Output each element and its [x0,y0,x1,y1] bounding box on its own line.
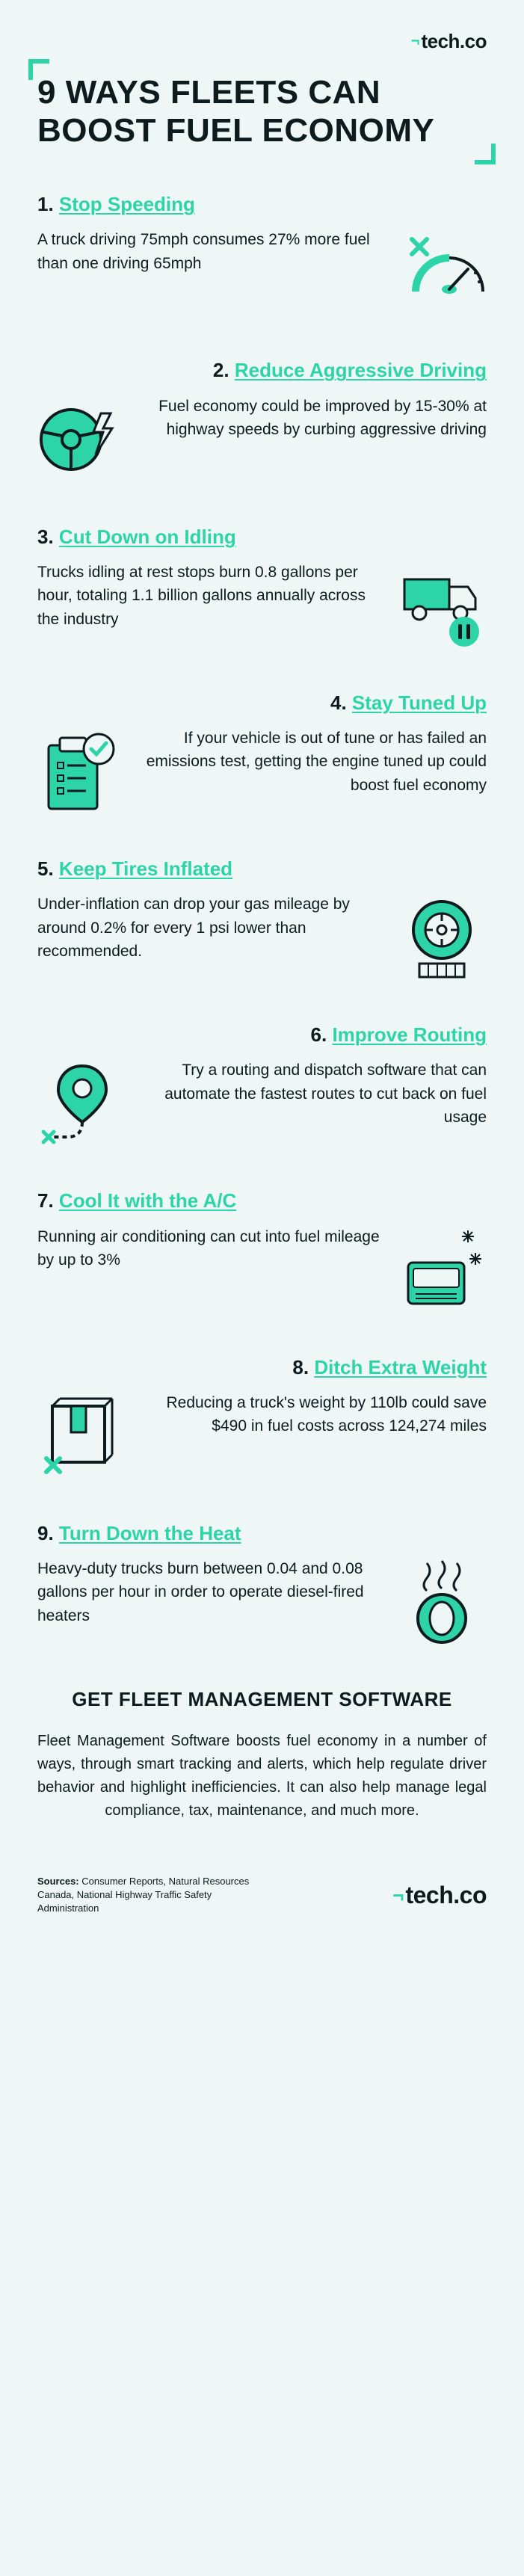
sources-label: Sources: [37,1876,79,1887]
footer: Sources: Consumer Reports, Natural Resou… [37,1875,487,1916]
tip-6: 6. Improve Routing Try a routing and dis… [37,1023,487,1148]
ac-unit-icon [397,1225,487,1315]
heater-icon [397,1557,487,1647]
tip-8: 8. Ditch Extra Weight Reducing a truck's… [37,1356,487,1481]
tip-number: 8. [292,1356,309,1378]
route-pin-icon [37,1059,127,1148]
sources: Sources: Consumer Reports, Natural Resou… [37,1875,262,1916]
tip-body: Try a routing and dispatch software that… [142,1059,487,1130]
tip-title: Reduce Aggressive Driving [235,359,487,381]
main-title: 9 WAYS FLEETS CAN BOOST FUEL ECONOMY [37,68,487,155]
tip-2: 2. Reduce Aggressive Driving Fuel econom… [37,359,487,484]
logo-text: tech.co [421,30,487,53]
tip-title: Turn Down the Heat [59,1522,241,1544]
logo-mark-icon: ¬ [411,33,420,50]
tip-number: 2. [213,359,229,381]
tip-title: Cool It with the A/C [59,1189,236,1212]
tip-4: 4. Stay Tuned Up If your vehicle is out … [37,691,487,816]
tip-number: 6. [311,1023,327,1046]
footer-logo: ¬ tech.co [392,1882,487,1909]
tip-body: Reducing a truck's weight by 110lb could… [142,1391,487,1438]
header-logo: ¬ tech.co [37,30,487,53]
tip-body: Fuel economy could be improved by 15-30%… [142,395,487,442]
logo-text: tech.co [405,1882,487,1909]
tip-body: Under-inflation can drop your gas mileag… [37,893,382,964]
steering-wheel-icon [37,395,127,484]
tip-title: Stop Speeding [59,193,195,215]
cta-body: Fleet Management Software boosts fuel ec… [37,1730,487,1822]
tip-number: 1. [37,193,54,215]
cta-title: GET FLEET MANAGEMENT SOFTWARE [37,1688,487,1711]
tip-1: 1. Stop Speeding A truck driving 75mph c… [37,193,487,318]
tip-5: 5. Keep Tires Inflated Under-inflation c… [37,857,487,982]
tire-icon [397,893,487,982]
tip-7: 7. Cool It with the A/C Running air cond… [37,1189,487,1314]
tip-body: A truck driving 75mph consumes 27% more … [37,228,382,275]
tip-title: Improve Routing [332,1023,487,1046]
package-icon [37,1391,127,1481]
speedometer-icon [397,228,487,318]
tip-title: Keep Tires Inflated [59,857,232,880]
tip-9: 9. Turn Down the Heat Heavy-duty trucks … [37,1522,487,1647]
corner-decoration-tl [28,59,49,80]
corner-decoration-br [475,144,496,164]
tip-body: Running air conditioning can cut into fu… [37,1225,382,1272]
truck-pause-icon [397,561,487,650]
logo-mark-icon: ¬ [392,1884,404,1907]
tip-body: Trucks idling at rest stops burn 0.8 gal… [37,561,382,632]
tip-number: 9. [37,1522,54,1544]
tip-3: 3. Cut Down on Idling Trucks idling at r… [37,526,487,650]
checklist-icon [37,727,127,816]
title-container: 9 WAYS FLEETS CAN BOOST FUEL ECONOMY [37,68,487,155]
tip-number: 4. [330,691,347,714]
tip-number: 3. [37,526,54,548]
tip-title: Ditch Extra Weight [314,1356,487,1378]
tip-body: Heavy-duty trucks burn between 0.04 and … [37,1557,382,1628]
tip-body: If your vehicle is out of tune or has fa… [142,727,487,798]
tip-title: Stay Tuned Up [352,691,487,714]
tip-number: 5. [37,857,54,880]
tip-title: Cut Down on Idling [59,526,236,548]
tip-number: 7. [37,1189,54,1212]
